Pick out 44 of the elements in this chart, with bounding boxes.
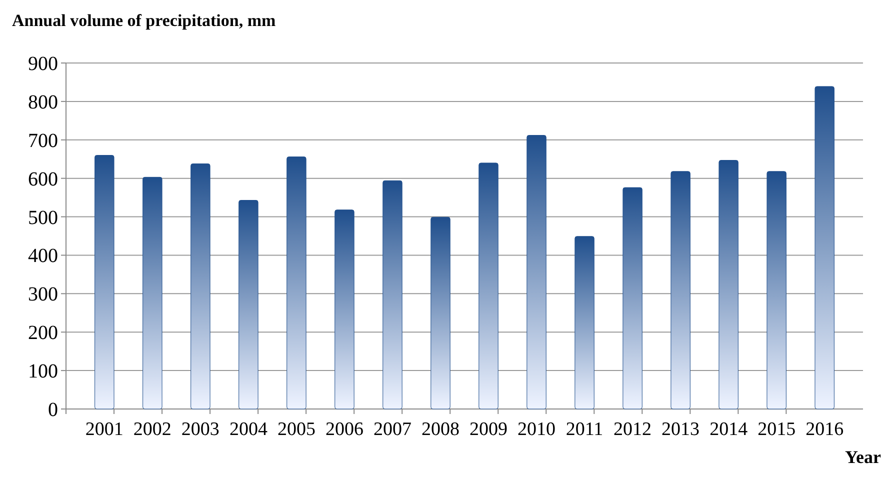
bar <box>670 171 690 410</box>
bar <box>238 200 258 410</box>
x-tick-label: 2016 <box>806 419 844 440</box>
x-tick-label: 2014 <box>710 419 748 440</box>
y-tick-label: 500 <box>28 206 58 229</box>
bar <box>430 216 450 410</box>
x-tick-label: 2002 <box>133 419 172 440</box>
bar <box>190 163 210 410</box>
y-tick-label: 400 <box>28 245 58 268</box>
bar <box>814 86 834 410</box>
x-tick-label: 2004 <box>229 419 268 440</box>
y-tick-label: 0 <box>48 399 58 421</box>
x-tick-label: 2007 <box>373 419 412 440</box>
x-tick-label: 2005 <box>277 419 316 440</box>
x-tick-label: 2013 <box>662 419 700 440</box>
y-tick-label: 300 <box>28 284 58 306</box>
bar <box>142 176 162 410</box>
bar <box>478 162 498 410</box>
bar <box>334 210 354 410</box>
y-tick-label: 100 <box>28 360 58 383</box>
y-tick-label: 600 <box>28 168 58 190</box>
x-tick-label: 2006 <box>325 419 364 440</box>
y-tick-label: 700 <box>28 130 58 152</box>
bar <box>382 180 402 410</box>
chart-title: Annual volume of precipitation, mm <box>12 11 276 30</box>
bar <box>574 236 594 410</box>
bar <box>718 160 738 410</box>
y-tick-label: 800 <box>28 91 58 114</box>
bar <box>526 135 546 410</box>
x-tick-label: 2008 <box>421 419 460 440</box>
x-tick-label: 2011 <box>566 419 604 440</box>
x-tick-label: 2012 <box>614 419 652 440</box>
x-tick-label: 2015 <box>758 419 796 440</box>
x-tick-label: 2010 <box>518 419 556 440</box>
x-axis-title: Year <box>845 447 882 467</box>
x-tick-label: 2003 <box>181 419 220 440</box>
x-tick-label: 2001 <box>85 419 124 440</box>
bar <box>622 187 642 410</box>
bar <box>766 171 786 410</box>
x-tick-label: 2009 <box>470 419 508 440</box>
bar <box>94 155 114 410</box>
y-tick-label: 900 <box>28 53 58 75</box>
y-tick-label: 200 <box>28 322 58 344</box>
bar <box>286 156 306 410</box>
